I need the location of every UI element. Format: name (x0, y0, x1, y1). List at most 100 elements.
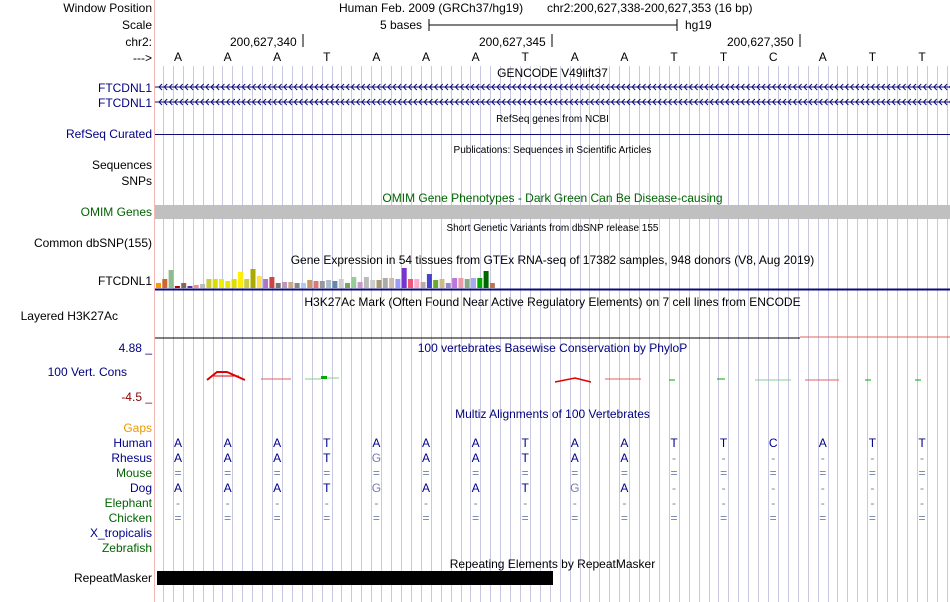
alignment-base: T (521, 451, 529, 465)
strand-arrow (730, 83, 735, 91)
strand-arrow (662, 98, 667, 106)
base-letter: C (768, 50, 778, 64)
strand-arrow (615, 83, 620, 91)
strand-arrow (236, 98, 241, 106)
h3k27ac-track-label[interactable]: Layered H3K27Ac (20, 309, 118, 323)
strand-arrow (496, 98, 501, 106)
alignment-base: - (920, 481, 924, 495)
gtex-tissue-bar (219, 279, 224, 288)
gtex-tissue-bar (181, 283, 187, 288)
gtex-expression-bars[interactable] (155, 266, 950, 292)
strand-arrow (673, 98, 678, 106)
base-letter: T (868, 50, 877, 64)
strand-arrow (241, 98, 246, 106)
repeatmasker-track-label[interactable]: RepeatMasker (73, 571, 152, 585)
alignment-base: - (572, 496, 577, 510)
gtex-tissue-bar (408, 279, 413, 288)
base-letter: A (173, 50, 182, 64)
strand-arrow (251, 83, 256, 91)
snps-track-label[interactable]: SNPs (121, 174, 152, 188)
strand-arrow (298, 83, 303, 91)
gtex-tissue-bar (237, 272, 243, 288)
strand-arrow (641, 98, 646, 106)
h3k27ac-signal[interactable] (155, 336, 950, 340)
strand-arrow (574, 83, 579, 91)
alignment-base: - (473, 496, 478, 510)
species-label[interactable]: Human (113, 436, 152, 450)
strand-arrow (647, 83, 652, 91)
phylop-signal[interactable] (155, 364, 950, 384)
strand-arrow (423, 83, 428, 91)
strand-arrow (387, 83, 392, 91)
species-label[interactable]: Zebrafish (101, 541, 152, 555)
strand-arrow (470, 83, 475, 91)
strand-arrow (777, 98, 782, 106)
strand-arrow (834, 83, 839, 91)
strand-arrow (673, 83, 678, 91)
strand-arrow (886, 83, 891, 91)
gtex-tissue-bar (256, 276, 262, 288)
species-label[interactable]: Chicken (108, 511, 152, 525)
strand-arrow (251, 98, 256, 106)
strand-arrow (496, 83, 501, 91)
repeatmasker-element[interactable] (157, 571, 553, 585)
strand-arrow (600, 98, 605, 106)
alignment-base: = (720, 511, 728, 525)
alignment-base: A (471, 436, 480, 450)
base-letter: A (273, 50, 282, 64)
gtex-tissue-bar (376, 280, 382, 288)
gencode-track-label-1[interactable]: FTCDNL1 (97, 81, 152, 95)
species-label[interactable]: Dog (129, 481, 152, 495)
alignment-base: A (173, 436, 182, 450)
strand-arrow (761, 98, 766, 106)
strand-arrow (449, 98, 454, 106)
alignment-base: = (521, 466, 529, 480)
alignment-base: - (820, 496, 825, 510)
gtex-track-label[interactable]: FTCDNL1 (97, 274, 152, 288)
gtex-tissue-bar (187, 286, 193, 288)
strand-arrow (465, 83, 470, 91)
alignment-base: - (374, 496, 379, 510)
gtex-tissue-bar (401, 268, 407, 288)
strand-arrow (569, 83, 574, 91)
strand-arrow (922, 98, 927, 106)
strand-arrow (725, 98, 730, 106)
species-label[interactable]: Mouse (115, 466, 152, 480)
strand-arrow (589, 83, 594, 91)
strand-arrow (584, 83, 589, 91)
species-label[interactable]: Elephant (104, 496, 152, 510)
strand-arrow (413, 98, 418, 106)
alignment-base: = (422, 466, 430, 480)
strand-arrow (589, 98, 594, 106)
gtex-tissue-bar (452, 278, 458, 288)
species-label[interactable]: X_tropicalis (89, 526, 152, 540)
strand-arrow (881, 98, 886, 106)
coordinate-range: chr2:200,627,338-200,627,353 (16 bp) (547, 1, 753, 15)
phylop-track-label[interactable]: 100 Vert. Cons (47, 365, 127, 379)
gtex-tissue-bar (382, 278, 388, 288)
refseq-gene-line[interactable] (155, 134, 950, 135)
strand-arrow (329, 98, 334, 106)
gtex-tissue-bar (307, 280, 313, 288)
gtex-tissue-bar (332, 281, 338, 288)
strand-arrow (943, 83, 948, 91)
gtex-tissue-bar (464, 279, 470, 288)
base-letter: T (521, 50, 529, 64)
dbsnp-track-label[interactable]: Common dbSNP(155) (33, 236, 152, 250)
omim-gene-bar[interactable] (155, 205, 950, 219)
omim-track-label[interactable]: OMIM Genes (80, 205, 152, 219)
gencode-track-label-2[interactable]: FTCDNL1 (97, 96, 152, 110)
track-image-area[interactable]: Human Feb. 2009 (GRCh37/hg19) chr2:200,6… (155, 0, 950, 602)
species-label[interactable]: Rhesus (111, 451, 152, 465)
strand-arrow (683, 98, 688, 106)
alignment-base: = (472, 466, 480, 480)
gencode-gene-models[interactable] (155, 80, 950, 110)
alignment-base: T (323, 451, 331, 465)
strand-arrow (740, 83, 745, 91)
strand-arrow (173, 83, 178, 91)
publications-title: Publications: Sequences in Scientific Ar… (453, 145, 652, 156)
gtex-tissue-bar (193, 285, 199, 288)
strand-arrow (569, 98, 574, 106)
refseq-track-label[interactable]: RefSeq Curated (65, 127, 152, 141)
sequences-track-label[interactable]: Sequences (91, 158, 152, 172)
